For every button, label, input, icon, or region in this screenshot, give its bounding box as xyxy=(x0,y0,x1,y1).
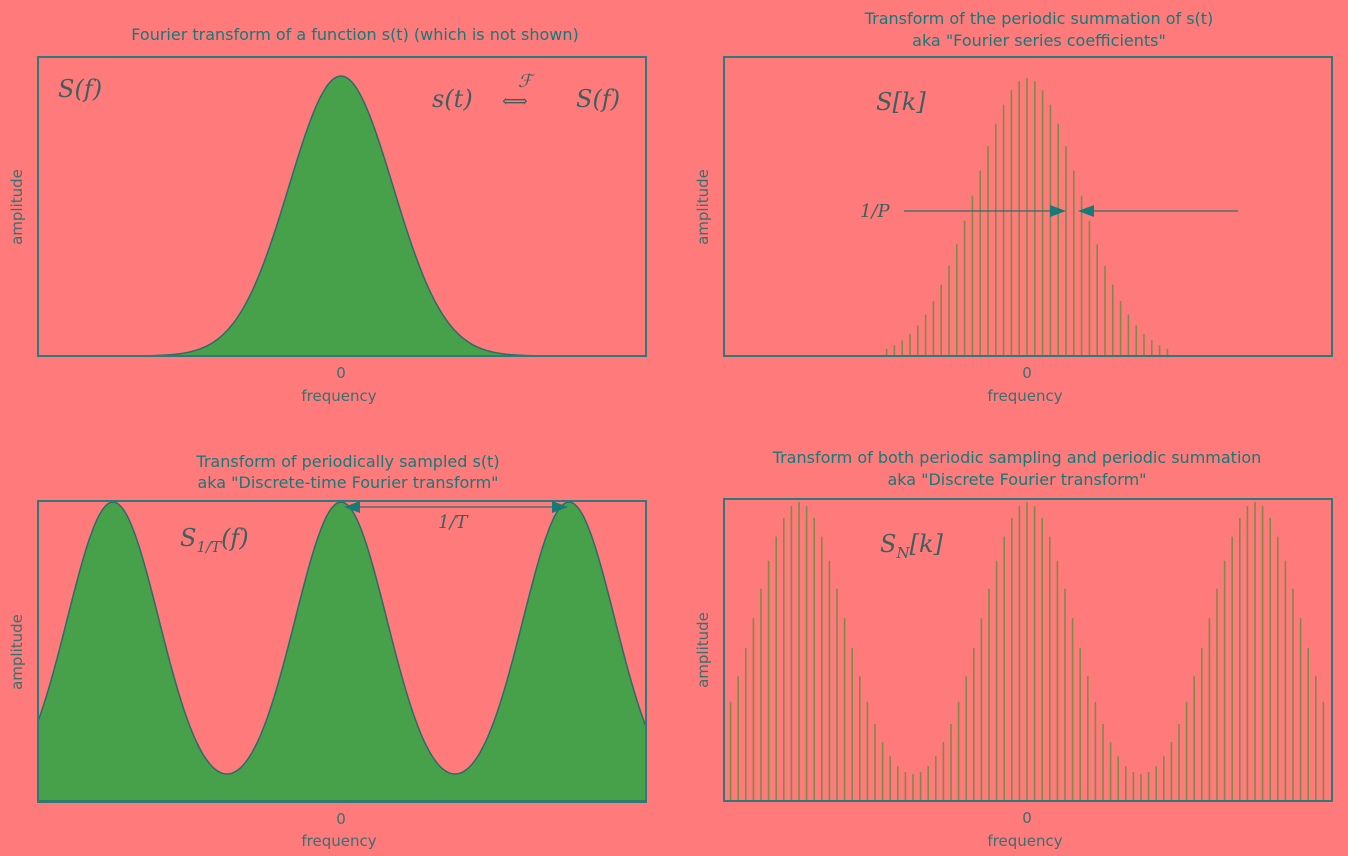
panel4-title-line2: aka "Discrete Fourier transform" xyxy=(887,470,1146,489)
panel1-fourier-symbol: ℱ xyxy=(518,71,535,92)
panel-dtft: Transform of periodically sampled s(t) a… xyxy=(8,452,647,850)
panel2-right-arrowhead xyxy=(1078,205,1094,217)
panel4-label-SN: SN[k] xyxy=(880,530,943,562)
panel4-xlabel: frequency xyxy=(987,832,1062,850)
panel3-period-arrowhead-left xyxy=(344,501,360,513)
panel-fourier-transform: Fourier transform of a function s(t) (wh… xyxy=(8,25,647,405)
panel1-label-Sf: S(f) xyxy=(58,75,102,103)
panel2-stems xyxy=(885,78,1169,356)
panel1-label-st: s(t) xyxy=(432,85,473,113)
panel1-xlabel: frequency xyxy=(301,387,376,405)
panel1-ylabel: amplitude xyxy=(8,169,26,245)
panel-fourier-series: Transform of the periodic summation of s… xyxy=(694,9,1333,405)
panel4-xtick-0: 0 xyxy=(1022,809,1032,827)
panel2-spacing-label: 1/P xyxy=(860,201,891,222)
panel2-title-line2: aka "Fourier series coefficients" xyxy=(912,31,1166,50)
panel4-title-line1: Transform of both periodic sampling and … xyxy=(772,448,1262,467)
panel2-xtick-0: 0 xyxy=(1022,364,1032,382)
panel1-gaussian-area xyxy=(38,75,646,357)
panel3-periodic-area xyxy=(37,501,647,802)
panel1-title: Fourier transform of a function s(t) (wh… xyxy=(131,25,578,44)
panel3-title-line2: aka "Discrete-time Fourier transform" xyxy=(197,473,498,492)
panel4-stems xyxy=(729,502,1325,801)
panel1-equiv-icon: ⟺ xyxy=(502,91,528,112)
panel2-left-arrowhead xyxy=(1050,205,1066,217)
panel2-label-Sk: S[k] xyxy=(876,88,926,116)
panel1-label-Sf-right: S(f) xyxy=(576,85,620,113)
panel1-frame xyxy=(37,56,647,357)
panel3-period-arrowhead-right xyxy=(552,501,568,513)
panel4-frame xyxy=(723,498,1333,802)
panel3-label-S1T: S1/T(f) xyxy=(180,524,249,556)
panel3-xtick-0: 0 xyxy=(336,810,346,828)
panel3-xlabel: frequency xyxy=(301,832,376,850)
panel3-ylabel: amplitude xyxy=(8,614,26,690)
panel2-title-line1: Transform of the periodic summation of s… xyxy=(864,9,1214,28)
panel1-xtick-0: 0 xyxy=(336,364,346,382)
panel-dft: Transform of both periodic sampling and … xyxy=(694,448,1333,850)
panel2-frame xyxy=(723,56,1333,357)
panel2-xlabel: frequency xyxy=(987,387,1062,405)
panel2-ylabel: amplitude xyxy=(694,169,712,245)
panel3-period-label: 1/T xyxy=(438,512,470,533)
panel3-title-line1: Transform of periodically sampled s(t) xyxy=(195,452,499,471)
panel4-ylabel: amplitude xyxy=(694,612,712,688)
panel3-frame xyxy=(37,500,647,803)
